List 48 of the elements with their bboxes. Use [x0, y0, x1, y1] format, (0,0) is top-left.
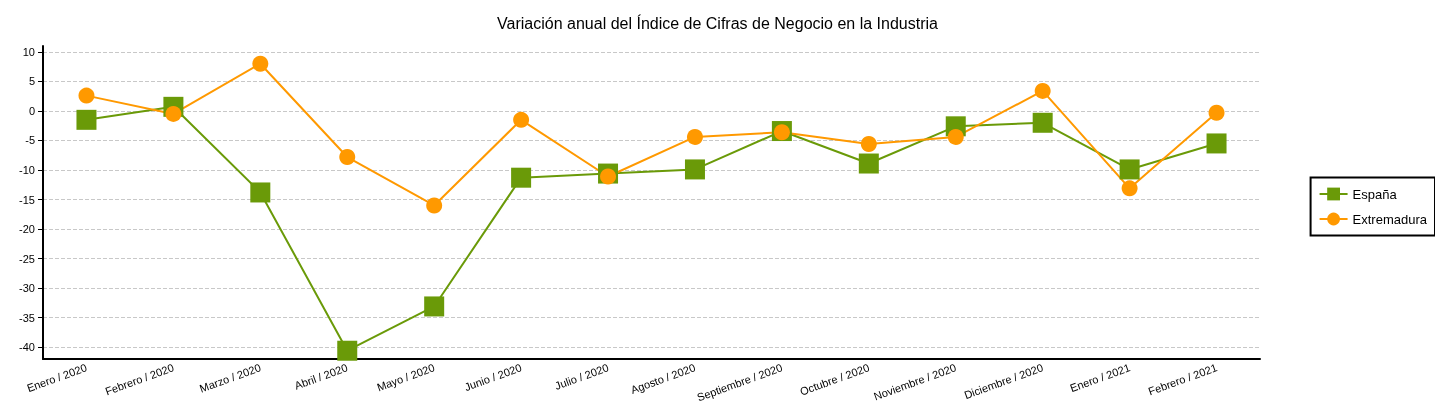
y-tick-label: -15: [19, 193, 35, 206]
x-tick-label: Marzo / 2020: [197, 361, 263, 395]
point: [337, 340, 358, 361]
point: [684, 159, 705, 180]
point: [600, 168, 617, 185]
point: [78, 87, 95, 104]
point: [339, 149, 356, 166]
point: [165, 105, 182, 122]
y-tick-label: -10: [19, 164, 35, 177]
chart-title: Variación anual del Índice de Cifras de Negocio en la Industria: [497, 13, 939, 32]
x-tick-label: Febrero / 2020: [103, 361, 176, 398]
legend-label: España: [1352, 186, 1398, 202]
point: [686, 128, 703, 145]
y-tick-label: 10: [22, 45, 35, 58]
point: [1208, 104, 1225, 121]
legend-label: Extremadura: [1352, 211, 1428, 227]
point: [426, 197, 443, 214]
point: [252, 55, 269, 72]
point: [947, 128, 964, 145]
x-tick-label: Enero / 2021: [1068, 361, 1132, 395]
x-tick-label: Julio / 2020: [553, 361, 611, 392]
x-tick-label: Febrero / 2021: [1146, 361, 1219, 398]
x-tick-label: Enero / 2020: [25, 361, 89, 395]
point: [858, 153, 879, 174]
y-tick-label: 5: [28, 75, 35, 88]
x-tick-label: Mayo / 2020: [375, 361, 437, 394]
x-tick-label: Agosto / 2020: [629, 361, 698, 396]
point: [1206, 133, 1227, 154]
y-tick-label: 0: [28, 104, 35, 117]
y-tick-label: -5: [25, 134, 35, 147]
y-tick-label: -20: [19, 223, 35, 236]
point: [76, 109, 97, 130]
point: [1032, 112, 1053, 133]
y-tick-label: -25: [19, 252, 35, 265]
y-tick-label: -35: [19, 311, 35, 324]
x-tick-label: Octubre / 2020: [798, 361, 871, 398]
x-tick-label: Junio / 2020: [462, 361, 524, 394]
point: [1119, 159, 1140, 180]
y-tick-label: -30: [19, 282, 35, 295]
point: [424, 296, 445, 317]
point: [513, 111, 530, 128]
point: [250, 182, 271, 203]
y-tick-label: -40: [19, 341, 35, 354]
point: [860, 136, 877, 153]
point: [511, 167, 532, 188]
x-tick-label: Abril / 2020: [292, 361, 350, 392]
point: [1121, 180, 1138, 197]
point: [1034, 82, 1051, 99]
